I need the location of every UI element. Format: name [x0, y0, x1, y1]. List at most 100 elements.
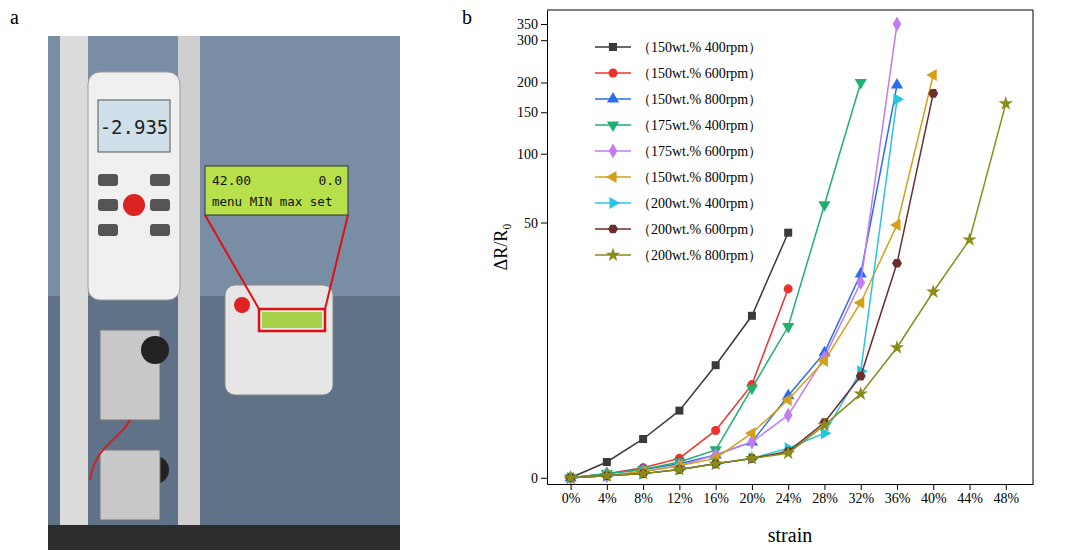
x-tick-label: 36% — [885, 491, 911, 506]
y-tick: 50 — [524, 216, 547, 231]
data-point — [748, 312, 756, 320]
plot-area — [563, 17, 1013, 484]
panel-screen — [262, 312, 322, 328]
series-line — [571, 82, 861, 477]
x-tick: 8% — [634, 484, 653, 506]
photo-background — [48, 36, 400, 550]
data-point — [784, 408, 793, 423]
x-tick-label: 44% — [957, 491, 983, 506]
x-tick-label: 48% — [993, 491, 1019, 506]
x-tick-mark — [970, 484, 971, 490]
legend-marker — [607, 121, 619, 132]
x-tick: 16% — [703, 484, 729, 506]
x-tick-mark — [897, 484, 898, 490]
x-tick-mark — [824, 484, 825, 490]
x-tick-label: 40% — [921, 491, 947, 506]
x-tick: 4% — [598, 484, 617, 506]
series-line — [571, 104, 1006, 478]
data-point — [926, 284, 940, 298]
data-point — [672, 462, 686, 476]
y-tick: 200 — [517, 75, 547, 90]
y-tick-mark — [541, 223, 547, 224]
x-tick-label: 12% — [667, 491, 693, 506]
legend-item: （200wt.% 600rpm） — [595, 222, 762, 237]
y-tick-mark — [541, 478, 547, 479]
data-point — [711, 426, 720, 435]
data-point — [817, 355, 828, 367]
x-tick-mark — [933, 484, 934, 490]
data-point — [781, 446, 795, 460]
y-tick-mark — [541, 40, 547, 41]
zoom-line — [325, 215, 348, 309]
data-point — [784, 229, 792, 237]
data-point — [890, 219, 901, 231]
gauge-button — [98, 199, 118, 211]
series-line — [571, 99, 897, 477]
machine-column — [60, 36, 88, 550]
legend-item: （175wt.% 400rpm） — [595, 118, 762, 133]
x-tick-label: 32% — [848, 491, 874, 506]
data-point — [708, 456, 722, 470]
data-point — [926, 69, 937, 81]
legend-label: （150wt.% 400rpm） — [637, 40, 762, 55]
series-line — [571, 93, 934, 477]
x-axis-line — [548, 484, 1034, 485]
panel-a: a-2.93542.000.0menu MIN max set — [10, 6, 400, 550]
legend-label: （150wt.% 800rpm） — [637, 170, 762, 185]
data-point — [928, 89, 938, 98]
x-tick-label: 20% — [740, 491, 766, 506]
legend-marker — [608, 225, 618, 234]
zoomed-screen — [205, 166, 348, 215]
gauge-screen — [98, 100, 170, 152]
data-point — [856, 372, 866, 381]
panel-b: b0%4%8%12%16%20%24%28%32%36%40%44%48%050… — [462, 6, 1034, 546]
x-tick-label: 4% — [598, 491, 617, 506]
legend: （150wt.% 400rpm） （150wt.% 600rpm） （150wt.%… — [595, 40, 762, 263]
legend-item: （150wt.% 600rpm） — [595, 66, 762, 81]
legend-item: （150wt.% 800rpm） — [595, 92, 762, 107]
y-tick-label: 100 — [517, 147, 538, 162]
legend-label: （150wt.% 600rpm） — [637, 66, 762, 81]
data-point — [890, 340, 904, 354]
x-tick: 48% — [993, 484, 1019, 506]
data-point — [999, 96, 1013, 110]
x-tick-mark — [788, 484, 789, 490]
y-tick-label: 200 — [517, 75, 538, 90]
gauge-button — [150, 224, 170, 236]
x-axis: 0%4%8%12%16%20%24%28%32%36%40%44%48% — [548, 484, 1034, 506]
data-point — [600, 468, 614, 482]
x-tick: 24% — [776, 484, 802, 506]
legend-marker — [609, 43, 617, 51]
x-tick-label: 16% — [703, 491, 729, 506]
data-point — [893, 17, 902, 32]
legend-item: （150wt.% 400rpm） — [595, 40, 762, 55]
y-tick-mark — [541, 112, 547, 113]
stop-button — [234, 297, 250, 313]
x-tick: 36% — [885, 484, 911, 506]
y-tick: 300 — [517, 33, 547, 48]
x-tick: 20% — [740, 484, 766, 506]
legend-item: （200wt.% 400rpm） — [595, 196, 762, 211]
panel-label: b — [462, 6, 472, 28]
x-tick-mark — [607, 484, 608, 490]
data-point — [781, 394, 792, 406]
x-tick: 32% — [848, 484, 874, 506]
panel-label: a — [10, 6, 19, 28]
display-setting: 0.0 — [319, 173, 342, 188]
data-point — [855, 79, 867, 90]
force-gauge — [88, 72, 180, 300]
gauge-button — [150, 199, 170, 211]
y-tick-label: 300 — [517, 33, 538, 48]
gauge-button — [150, 174, 170, 186]
x-tick-mark — [1006, 484, 1007, 490]
x-tick: 44% — [957, 484, 983, 506]
data-point — [782, 323, 794, 334]
sensor-wire — [90, 420, 130, 480]
data-point — [675, 407, 683, 415]
y-axis: 050100150200300350 — [517, 11, 548, 486]
zoom-box — [259, 309, 325, 331]
data-point — [854, 297, 865, 309]
legend-label: （175wt.% 400rpm） — [637, 118, 762, 133]
x-tick-label: 28% — [812, 491, 838, 506]
series-line — [571, 24, 897, 478]
